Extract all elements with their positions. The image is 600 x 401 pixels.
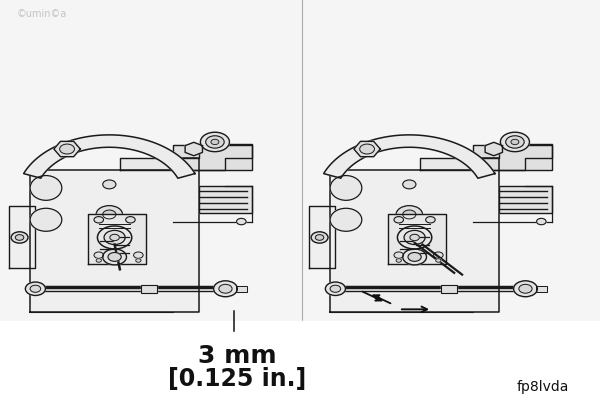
Ellipse shape	[330, 176, 362, 201]
Polygon shape	[54, 142, 80, 157]
Circle shape	[136, 259, 141, 263]
Circle shape	[25, 282, 46, 296]
Circle shape	[94, 252, 104, 259]
Circle shape	[16, 235, 24, 241]
Circle shape	[325, 282, 346, 296]
Circle shape	[110, 235, 119, 241]
Circle shape	[108, 253, 121, 262]
Bar	[499, 187, 552, 213]
Circle shape	[404, 231, 425, 245]
Circle shape	[236, 219, 246, 225]
Circle shape	[408, 253, 421, 262]
Text: 3 mm: 3 mm	[197, 343, 277, 367]
Circle shape	[125, 217, 135, 223]
Ellipse shape	[30, 176, 62, 201]
Bar	[473, 146, 552, 171]
Circle shape	[403, 249, 427, 265]
Circle shape	[30, 286, 41, 293]
Circle shape	[519, 285, 532, 294]
Polygon shape	[485, 143, 502, 156]
Circle shape	[103, 211, 116, 219]
Circle shape	[11, 232, 28, 243]
Bar	[173, 146, 252, 171]
Circle shape	[134, 252, 143, 259]
Circle shape	[436, 259, 441, 263]
Text: fp8lvda: fp8lvda	[517, 379, 569, 393]
Circle shape	[394, 252, 404, 259]
Polygon shape	[309, 206, 335, 268]
Bar	[236, 286, 247, 292]
Bar	[441, 286, 457, 293]
Bar	[141, 286, 157, 293]
Ellipse shape	[330, 209, 362, 232]
Bar	[141, 286, 157, 293]
Circle shape	[394, 217, 404, 223]
Circle shape	[311, 232, 328, 243]
Circle shape	[425, 217, 435, 223]
Bar	[0, 321, 600, 401]
Circle shape	[200, 133, 229, 152]
Circle shape	[206, 136, 224, 149]
Circle shape	[500, 133, 529, 152]
Circle shape	[94, 217, 104, 223]
Text: ©umin©a: ©umin©a	[17, 9, 67, 19]
Circle shape	[104, 231, 125, 245]
Circle shape	[397, 227, 432, 249]
Bar	[536, 286, 547, 292]
Circle shape	[396, 206, 422, 224]
Polygon shape	[23, 136, 195, 179]
Circle shape	[97, 227, 132, 249]
Bar	[0, 0, 600, 329]
Circle shape	[434, 252, 443, 259]
Bar	[536, 286, 547, 292]
Circle shape	[403, 180, 416, 189]
Circle shape	[511, 140, 519, 145]
Circle shape	[514, 281, 538, 297]
Ellipse shape	[30, 209, 62, 232]
Polygon shape	[88, 215, 146, 264]
Circle shape	[214, 281, 238, 297]
Text: [0.125 in.]: [0.125 in.]	[168, 366, 306, 390]
Circle shape	[316, 235, 324, 241]
Polygon shape	[420, 144, 552, 171]
Circle shape	[219, 285, 232, 294]
Polygon shape	[30, 158, 199, 312]
Bar	[199, 187, 252, 213]
Polygon shape	[9, 206, 35, 268]
Polygon shape	[354, 142, 380, 157]
Circle shape	[96, 259, 101, 263]
Polygon shape	[120, 144, 252, 171]
Circle shape	[59, 145, 74, 155]
Bar	[199, 187, 252, 213]
Circle shape	[536, 219, 546, 225]
Circle shape	[103, 249, 127, 265]
Bar	[173, 146, 252, 171]
Bar	[499, 187, 552, 213]
Polygon shape	[330, 158, 499, 312]
Bar	[236, 286, 247, 292]
Circle shape	[96, 206, 122, 224]
Circle shape	[103, 180, 116, 189]
Circle shape	[410, 235, 419, 241]
Polygon shape	[185, 143, 202, 156]
Circle shape	[403, 211, 416, 219]
Bar	[441, 286, 457, 293]
Polygon shape	[388, 215, 446, 264]
Circle shape	[330, 286, 341, 293]
Circle shape	[211, 140, 219, 145]
Circle shape	[396, 259, 401, 263]
Circle shape	[506, 136, 524, 149]
Bar	[473, 146, 552, 171]
Circle shape	[359, 145, 374, 155]
Polygon shape	[323, 136, 495, 179]
Bar	[0, 321, 600, 401]
